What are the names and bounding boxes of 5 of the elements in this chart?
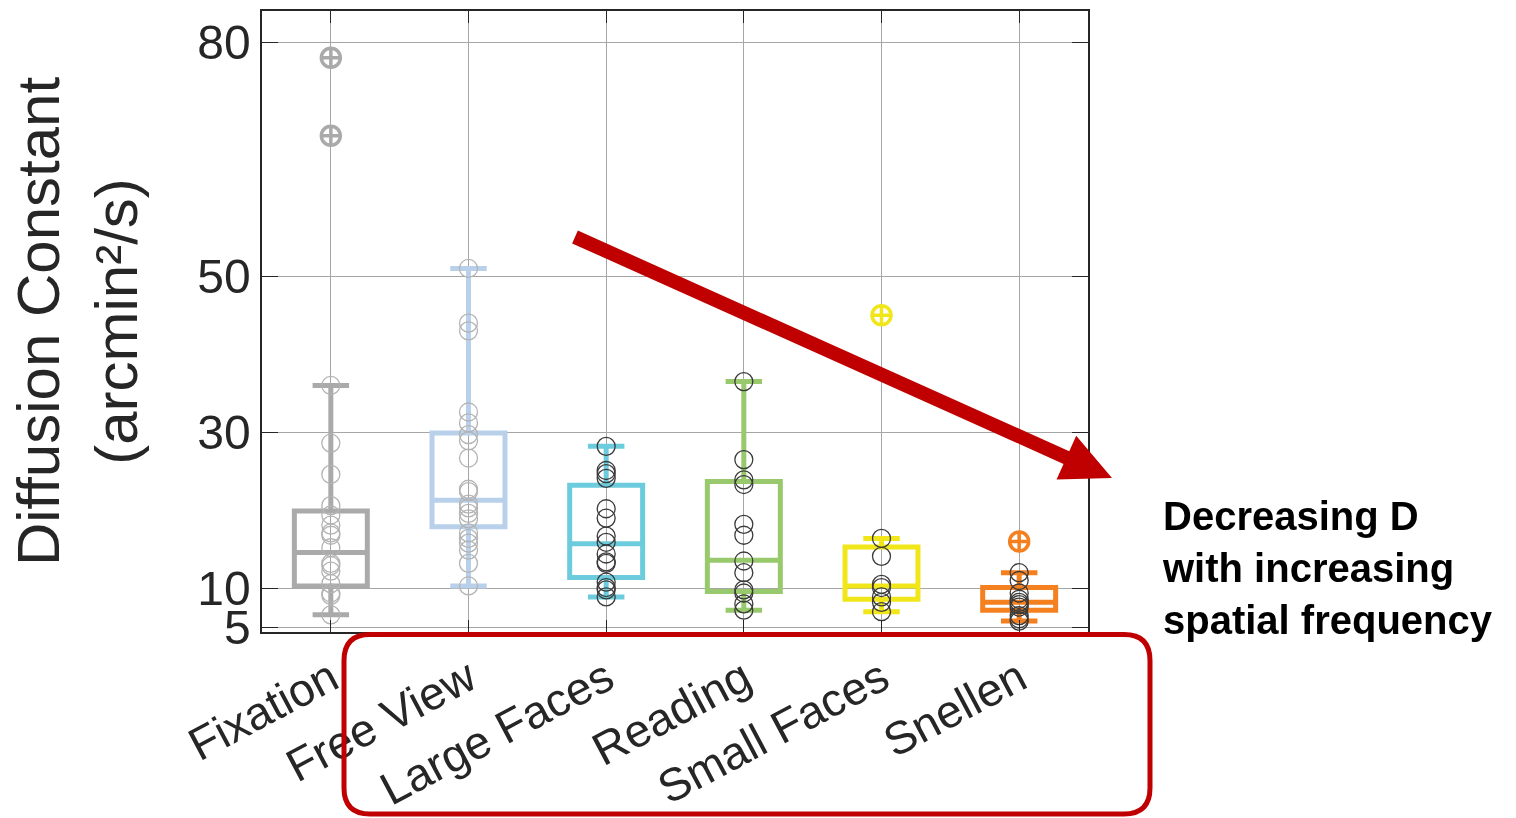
y-tick-label: 30 — [197, 406, 251, 460]
y-tick-label: 50 — [197, 250, 251, 304]
y-tick-label: 80 — [197, 16, 251, 70]
y-axis-title: Diffusion Constant (arcmin²/s) — [5, 76, 151, 567]
text: Decreasing D with increasing spatial frequency — [1162, 494, 1493, 642]
